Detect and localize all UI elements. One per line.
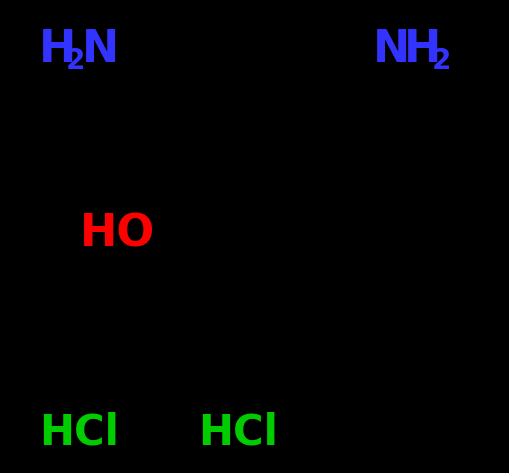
Text: N: N (373, 28, 410, 71)
Text: H: H (39, 28, 77, 71)
Text: 2: 2 (432, 47, 451, 76)
Text: HCl: HCl (39, 412, 119, 454)
Text: H: H (404, 28, 441, 71)
Text: N: N (82, 28, 119, 71)
Text: 2: 2 (65, 47, 84, 76)
Text: HO: HO (79, 213, 155, 255)
Text: HCl: HCl (197, 412, 277, 454)
